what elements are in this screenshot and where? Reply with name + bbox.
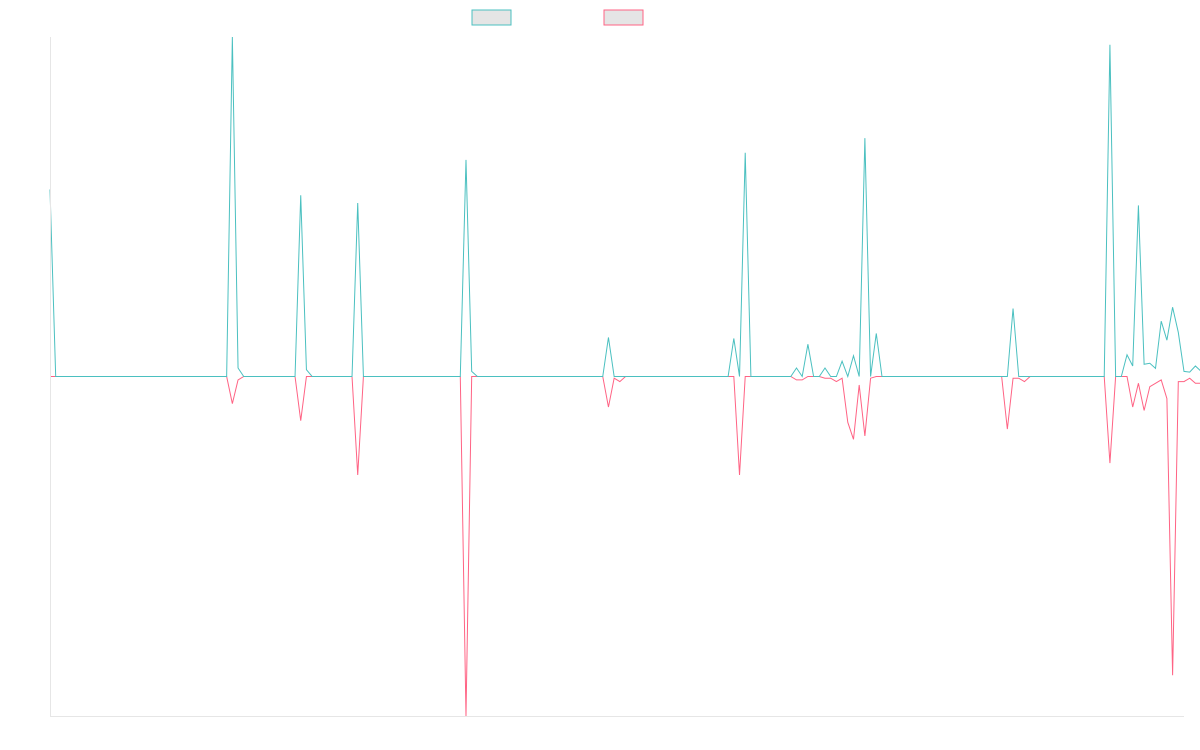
- plot-area: [49, 36, 1200, 717]
- legend-swatch-series-b[interactable]: [603, 9, 644, 26]
- legend: [471, 9, 644, 26]
- legend-swatch-series-a[interactable]: [471, 9, 512, 26]
- series-b-line[interactable]: [50, 376, 1200, 717]
- series-a-line[interactable]: [49, 36, 1200, 379]
